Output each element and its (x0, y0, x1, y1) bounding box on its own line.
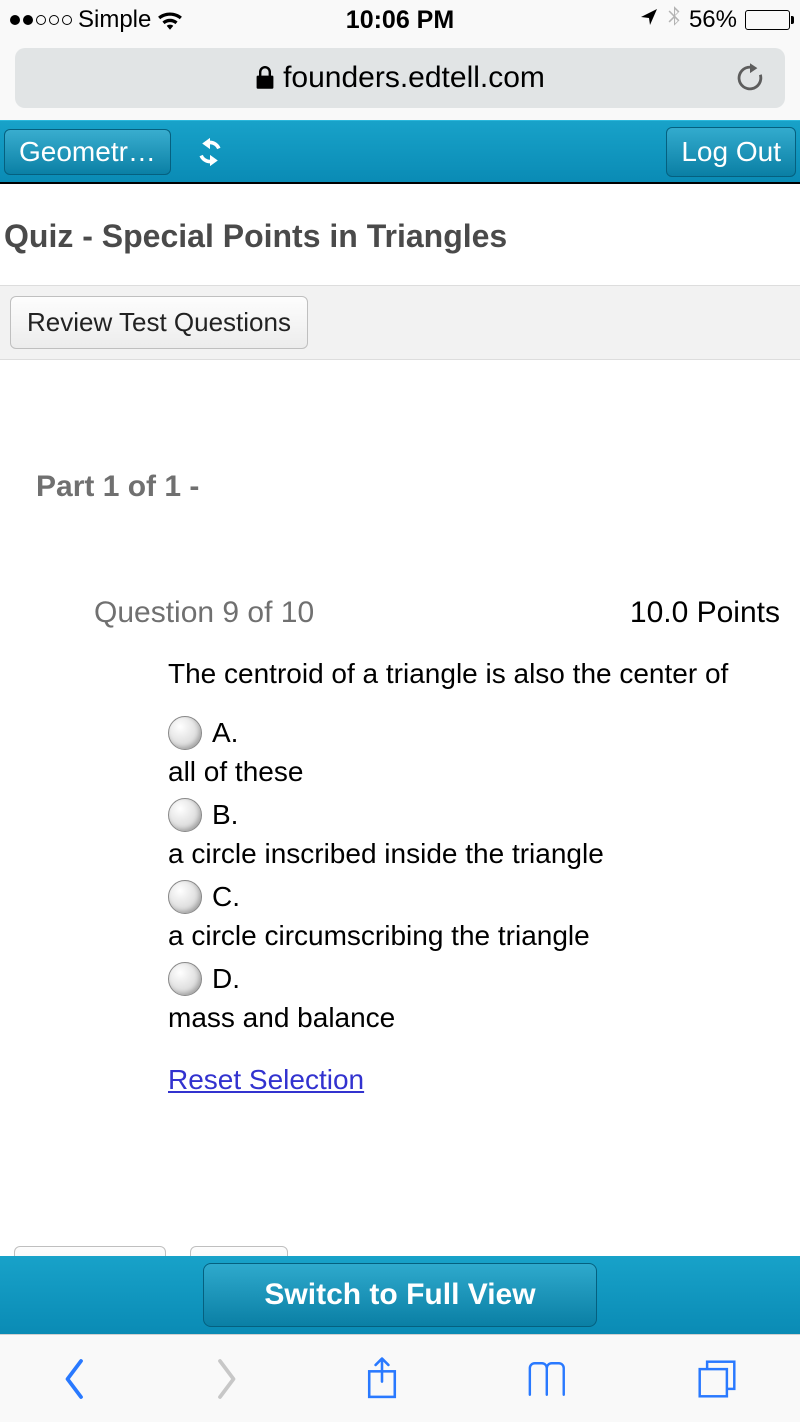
status-left: Simple (10, 6, 183, 34)
status-time: 10:06 PM (346, 6, 454, 35)
status-right: 56% (639, 5, 790, 36)
battery-icon (745, 10, 790, 30)
browser-url-region: founders.edtell.com (0, 40, 800, 120)
choices-list: A. all of these B. a circle inscribed insid… (0, 716, 800, 1034)
choice-text: mass and balance (168, 1002, 780, 1034)
app-nav-bar: Geometr… Log Out (0, 120, 800, 184)
radio-button[interactable] (168, 716, 202, 750)
choice-letter: D. (212, 963, 240, 995)
reset-selection-link[interactable]: Reset Selection (168, 1064, 364, 1096)
radio-button[interactable] (168, 880, 202, 914)
page-content: Quiz - Special Points in Triangles Revie… (0, 184, 800, 1299)
choice-letter: C. (212, 881, 240, 913)
share-icon[interactable] (364, 1356, 400, 1402)
signal-dots-icon (10, 15, 72, 25)
location-icon (639, 6, 659, 34)
choice-letter: A. (212, 717, 238, 749)
question-header-row: Question 9 of 10 10.0 Points (0, 504, 800, 630)
choice-text: all of these (168, 756, 780, 788)
radio-button[interactable] (168, 962, 202, 996)
url-domain: founders.edtell.com (283, 61, 545, 95)
logout-button[interactable]: Log Out (666, 127, 796, 177)
review-band: Review Test Questions (0, 285, 800, 360)
reload-icon[interactable] (735, 62, 765, 94)
url-bar[interactable]: founders.edtell.com (15, 48, 785, 108)
browser-back-icon[interactable] (62, 1358, 88, 1400)
safari-toolbar (0, 1334, 800, 1422)
choice-row: C. a circle circumscribing the triangle (168, 880, 780, 952)
part-label: Part 1 of 1 - (0, 360, 800, 504)
switch-full-view-button[interactable]: Switch to Full View (203, 1263, 596, 1327)
choice-text: a circle inscribed inside the triangle (168, 838, 780, 870)
quiz-title: Quiz - Special Points in Triangles (0, 184, 800, 285)
choice-letter: B. (212, 799, 238, 831)
question-text: The centroid of a triangle is also the c… (0, 630, 800, 706)
browser-forward-icon (213, 1358, 239, 1400)
nav-back-button[interactable]: Geometr… (4, 129, 171, 175)
nav-refresh-icon[interactable] (193, 135, 227, 169)
choice-text: a circle circumscribing the triangle (168, 920, 780, 952)
switch-view-bar: Switch to Full View (0, 1256, 800, 1334)
tabs-icon[interactable] (696, 1358, 738, 1400)
bluetooth-icon (667, 5, 681, 36)
choice-row: A. all of these (168, 716, 780, 788)
battery-percent: 56% (689, 6, 737, 34)
carrier-label: Simple (78, 6, 151, 34)
lock-icon (255, 66, 275, 90)
wifi-icon (157, 10, 183, 30)
bookmarks-icon[interactable] (525, 1360, 571, 1398)
choice-row: B. a circle inscribed inside the triangle (168, 798, 780, 870)
question-number-label: Question 9 of 10 (94, 596, 314, 630)
choice-row: D. mass and balance (168, 962, 780, 1034)
question-points-label: 10.0 Points (630, 596, 780, 630)
review-questions-button[interactable]: Review Test Questions (10, 296, 308, 349)
ios-status-bar: Simple 10:06 PM 56% (0, 0, 800, 40)
radio-button[interactable] (168, 798, 202, 832)
